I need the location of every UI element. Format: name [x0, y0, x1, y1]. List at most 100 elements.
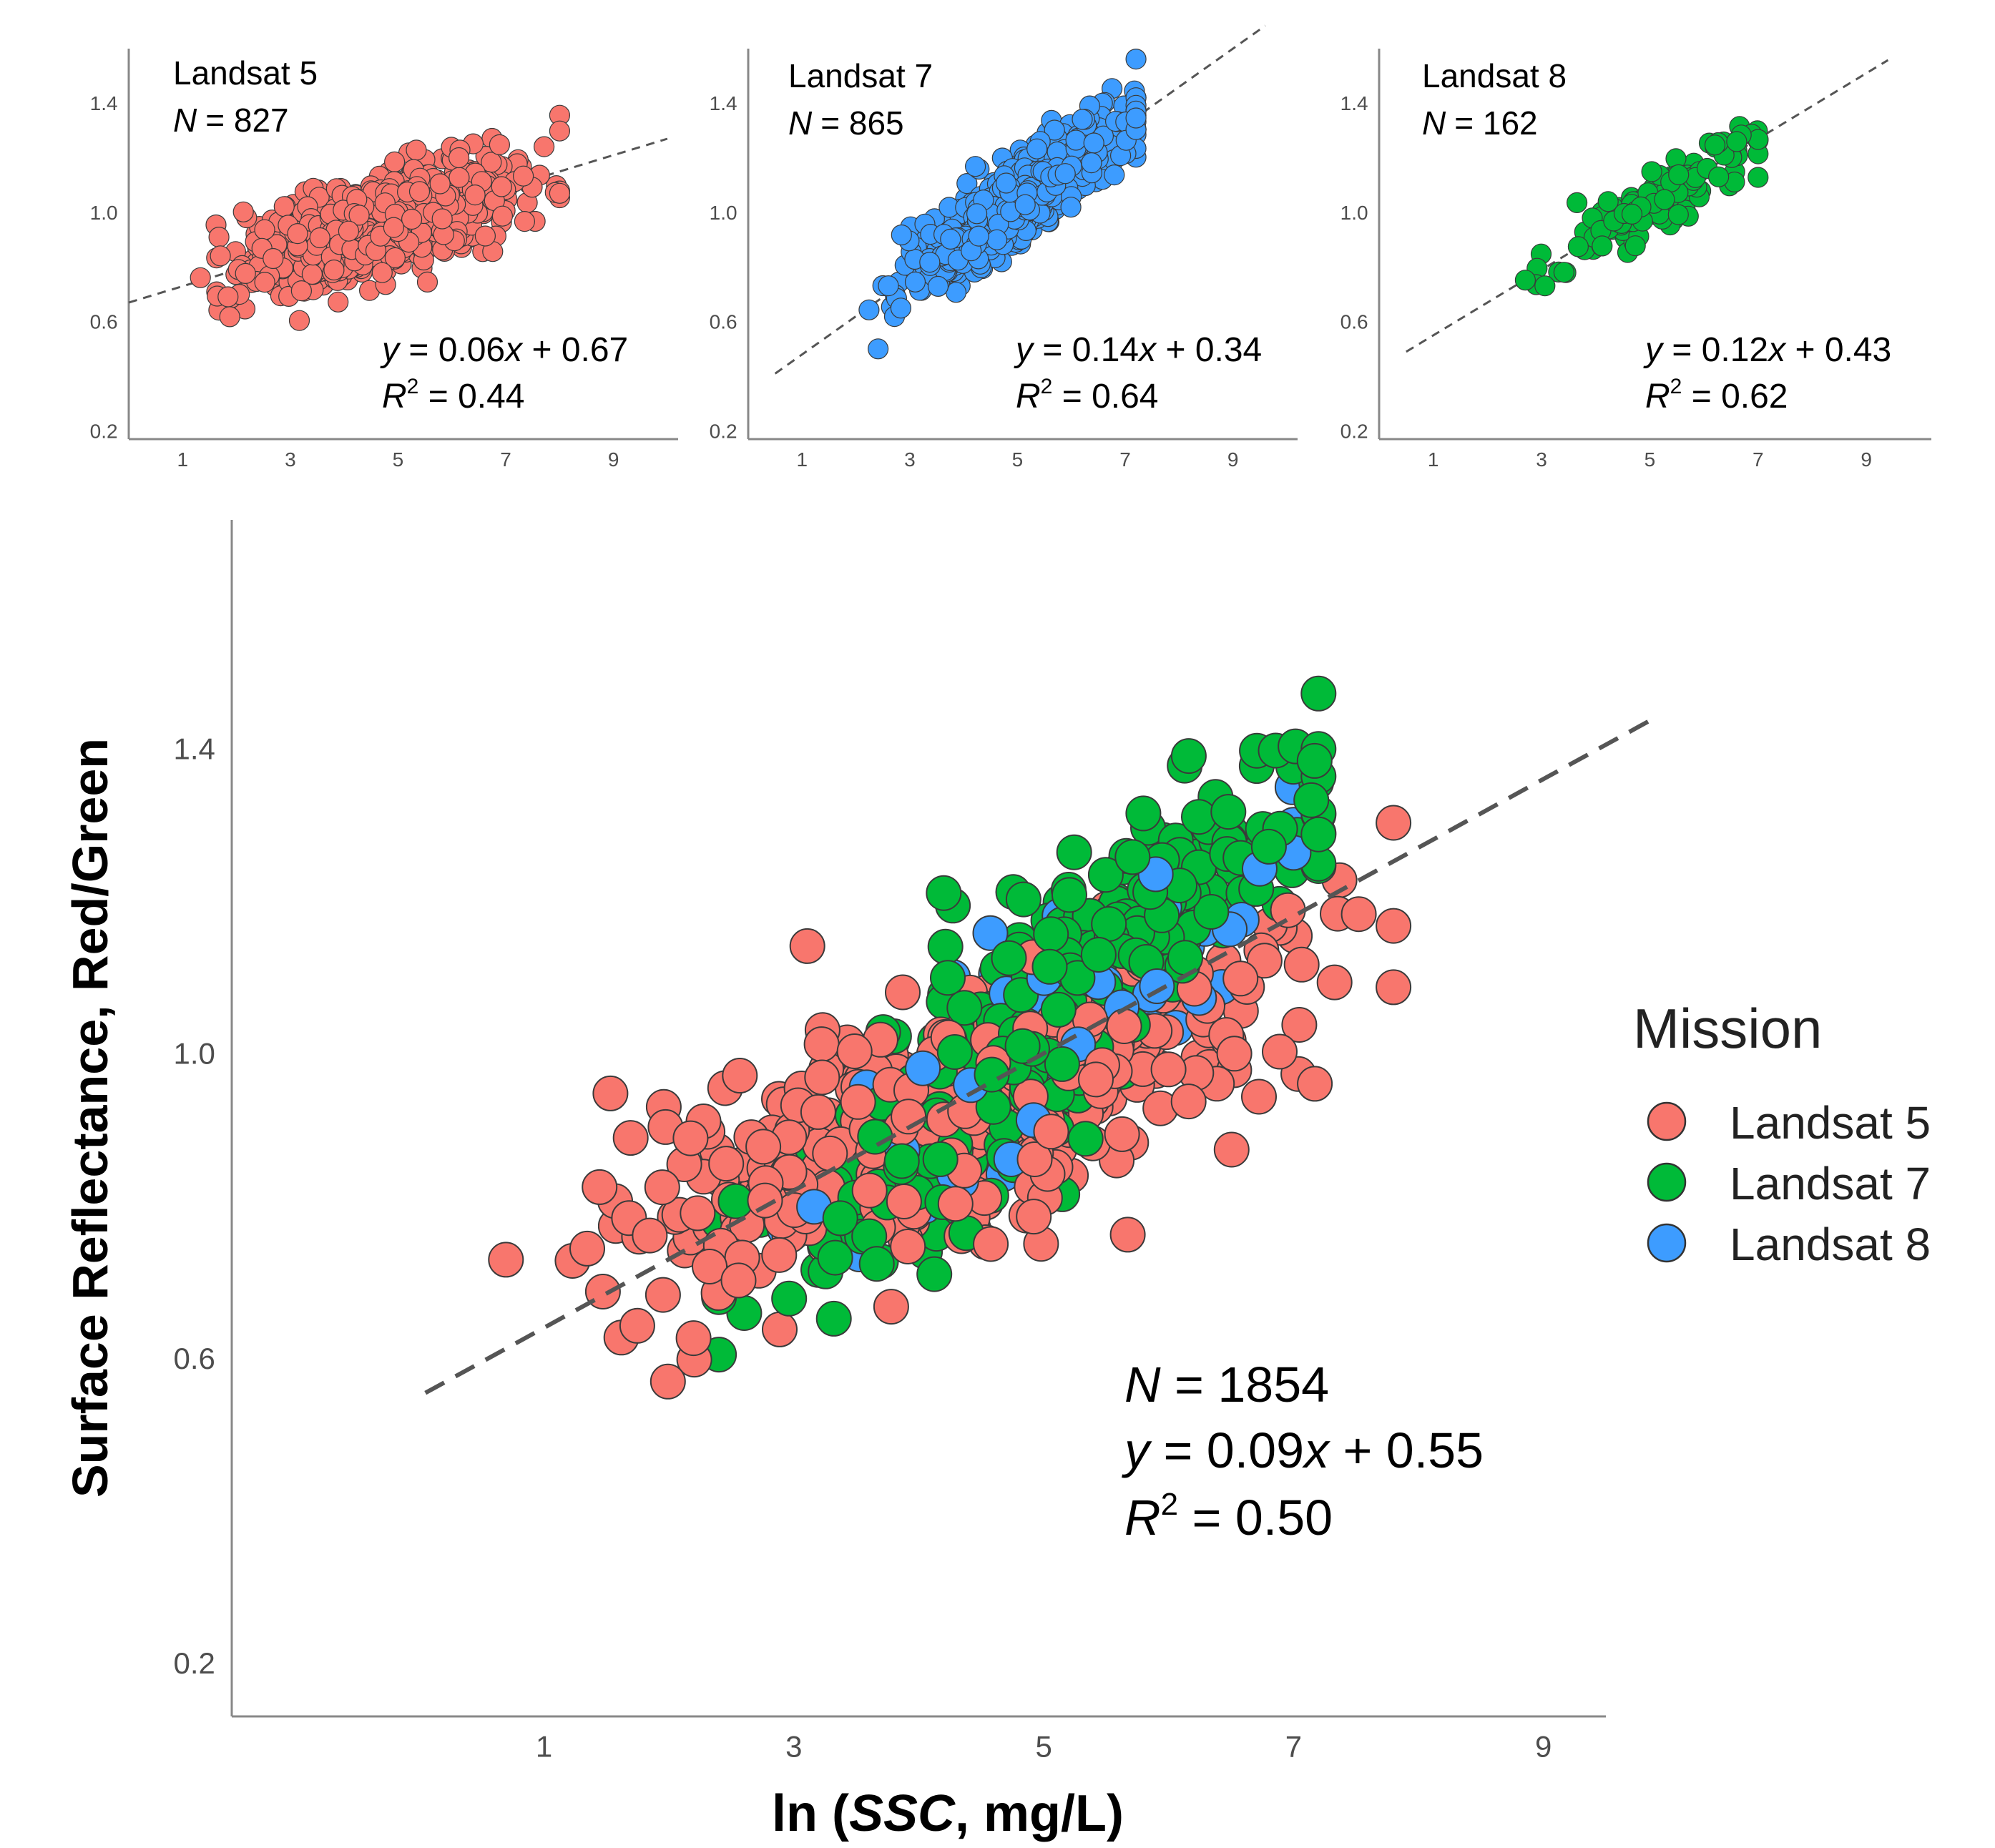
y-tick-label: 1.4: [90, 92, 118, 114]
legend-item-landsat7: Landsat 7: [1647, 1158, 1931, 1209]
eq-intercept: + 0.34: [1156, 331, 1262, 369]
data-point: [288, 310, 310, 331]
data-point: [1109, 1217, 1146, 1253]
data-point: [1181, 799, 1217, 835]
data-point: [1704, 134, 1726, 156]
data-point: [1210, 794, 1247, 830]
panel-landsat8: 1 3 5 7 9 0.2 0.6 1.0 1.4 Landsat 8 N = 162 y = 0…: [1340, 49, 1931, 471]
n-symbol: N: [173, 102, 197, 139]
panel-title: Landsat 7: [788, 57, 933, 94]
x-tick-label: 5: [1012, 448, 1024, 471]
data-point: [190, 267, 211, 288]
n-symbol: N: [1422, 104, 1446, 142]
data-point: [208, 227, 230, 248]
data-point: [1044, 1046, 1080, 1082]
data-point: [904, 271, 926, 293]
data-point: [890, 1229, 926, 1264]
y-tick-label: 1.0: [90, 202, 118, 224]
legend-key-landsat8: [1647, 1223, 1687, 1263]
data-point: [937, 1186, 974, 1222]
data-point: [930, 960, 966, 996]
data-point: [273, 196, 295, 217]
data-point: [1114, 839, 1151, 875]
eq-intercept: + 0.43: [1785, 331, 1891, 369]
eq-x: x: [1302, 1422, 1331, 1478]
data-point: [254, 219, 275, 240]
data-point: [644, 1169, 680, 1206]
data-point: [1567, 236, 1589, 257]
eq-slope: = 0.14: [1033, 331, 1139, 369]
panel-landsat7: 1 3 5 7 9 0.2 0.6 1.0 1.4 Landsat 7 N = 865 y = 0…: [710, 24, 1298, 471]
data-point: [905, 1050, 941, 1086]
data-point: [491, 176, 512, 197]
data-point: [1125, 48, 1147, 70]
data-point: [219, 306, 240, 328]
data-point: [1040, 991, 1077, 1028]
data-point: [348, 205, 370, 226]
data-point: [1091, 906, 1127, 942]
n-label: N = 162: [1422, 104, 1538, 142]
data-point: [1262, 1033, 1298, 1070]
data-point: [429, 173, 451, 195]
r-squared: R2 = 0.44: [382, 375, 524, 416]
data-point: [1708, 166, 1730, 187]
data-point: [927, 928, 964, 965]
eq-intercept: + 0.67: [522, 331, 628, 369]
y-tick-label: 1.0: [1340, 202, 1368, 224]
x-tick-label: 9: [1535, 1730, 1552, 1764]
data-point: [1241, 1078, 1277, 1115]
data-point: [1667, 204, 1689, 225]
regression-line: [424, 715, 1657, 1395]
data-point: [1293, 782, 1330, 818]
points-group: [858, 48, 1147, 360]
data-point: [771, 1280, 808, 1317]
data-point: [851, 1172, 888, 1209]
data-point: [722, 1058, 758, 1093]
n-label: N = 865: [788, 104, 904, 142]
data-point: [1534, 275, 1556, 297]
data-point: [883, 1143, 920, 1179]
data-point: [1376, 969, 1412, 1006]
data-point: [1139, 968, 1175, 1004]
data-point: [1270, 892, 1306, 928]
x-tick-label: 1: [1428, 448, 1439, 471]
r-superscript: 2: [1041, 375, 1053, 398]
r-value: = 0.62: [1682, 378, 1788, 416]
data-point: [1213, 1131, 1250, 1168]
data-point: [1005, 881, 1041, 918]
data-point: [1300, 675, 1337, 712]
data-point: [371, 262, 393, 283]
data-point: [926, 875, 962, 911]
data-point: [592, 1075, 629, 1111]
data-point: [1340, 896, 1377, 933]
data-point: [1033, 916, 1069, 953]
data-point: [840, 1083, 876, 1120]
eq-y: y: [1643, 331, 1665, 369]
data-point: [800, 1093, 836, 1130]
data-point: [582, 1169, 618, 1205]
eq-slope: = 0.06: [399, 331, 505, 369]
data-point: [328, 291, 349, 313]
data-point: [836, 1033, 873, 1069]
y-tick-label: 0.6: [1340, 311, 1368, 333]
x-tick-label: 9: [1861, 448, 1872, 471]
x-axis-title: ln (SSC, mg/L): [772, 1785, 1124, 1842]
data-point: [406, 139, 427, 161]
data-point: [448, 147, 470, 169]
data-point: [464, 185, 486, 206]
data-point: [873, 1289, 909, 1325]
panel-landsat5: 1 3 5 7 9 0.2 0.6 1.0 1.4 Landsat 5 N = 827 y = 0…: [90, 49, 678, 471]
data-point: [1553, 262, 1574, 283]
data-point: [1056, 834, 1092, 870]
data-point: [1592, 235, 1613, 257]
data-point: [1376, 908, 1412, 944]
data-point: [488, 1242, 524, 1278]
data-point: [650, 1363, 686, 1400]
r-symbol: R: [1124, 1490, 1161, 1545]
data-point: [964, 156, 986, 177]
y-tick-label: 1.0: [174, 1037, 215, 1071]
data-point: [1026, 138, 1048, 159]
legend-item-landsat5: Landsat 5: [1647, 1097, 1931, 1149]
eq-slope: = 0.09: [1150, 1422, 1304, 1478]
points-group: [1514, 116, 1769, 297]
